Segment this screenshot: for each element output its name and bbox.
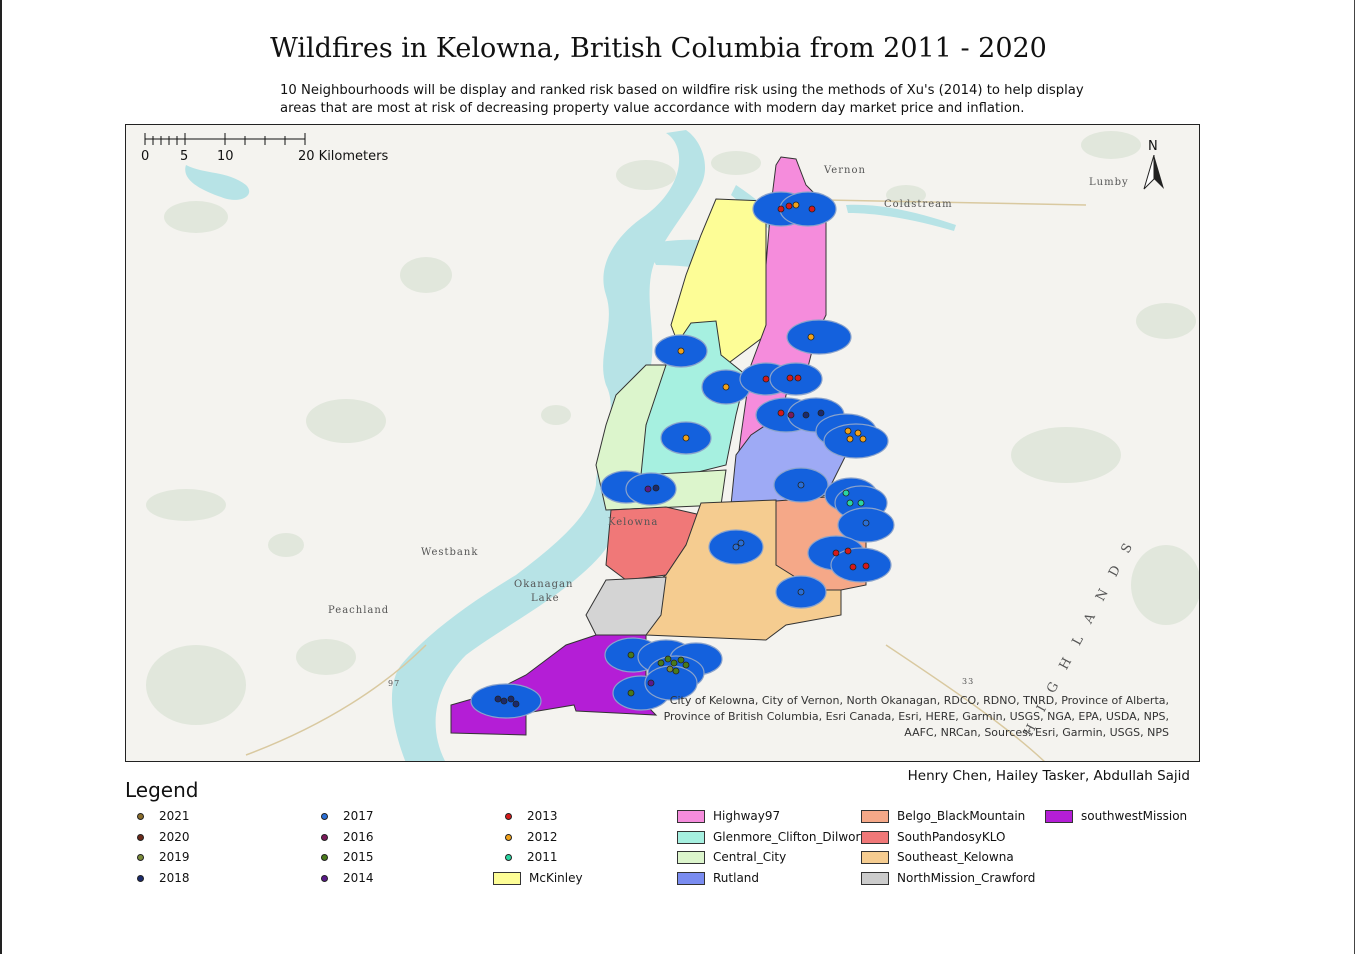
legend-year-2015: 2015 — [309, 847, 374, 867]
legend-swatch-icon — [677, 831, 705, 844]
legend-label: 2016 — [343, 830, 374, 844]
legend-rutland: Rutland — [677, 868, 759, 888]
map-subtitle: 10 Neighbourhoods will be display and ra… — [280, 82, 1100, 118]
legend-southeast: Southeast_Kelowna — [861, 847, 1014, 867]
legend-label: 2013 — [527, 809, 558, 823]
legend-belgo: Belgo_BlackMountain — [861, 806, 1025, 826]
label-highway-33: 33 — [962, 677, 974, 686]
legend-swatch-icon — [1045, 810, 1073, 823]
legend-swatch-icon — [677, 810, 705, 823]
label-lumby: Lumby — [1089, 177, 1129, 188]
legend-label: 2018 — [159, 871, 190, 885]
legend-label: 2015 — [343, 850, 374, 864]
legend-year-2018: 2018 — [125, 868, 190, 888]
scale-bar-ticks — [144, 131, 314, 147]
scale-label-0: 0 — [141, 149, 149, 164]
legend-swatch-icon — [861, 851, 889, 864]
legend-label: Highway97 — [713, 809, 780, 823]
legend-dot-icon — [321, 854, 328, 861]
legend-dot-icon — [321, 834, 328, 841]
legend-label: 2014 — [343, 871, 374, 885]
legend-mckinley: McKinley — [493, 868, 583, 888]
legend-highway97: Highway97 — [677, 806, 780, 826]
scale-label-5: 5 — [180, 149, 188, 164]
legend-label: NorthMission_Crawford — [897, 871, 1035, 885]
legend-swatch-icon — [861, 810, 889, 823]
legend-dot-icon — [505, 834, 512, 841]
scale-label-10: 10 — [217, 149, 234, 164]
label-okanagan: Okanagan — [514, 579, 573, 590]
legend-swatch-icon — [677, 872, 705, 885]
legend-label: 2021 — [159, 809, 190, 823]
legend-label: 2011 — [527, 850, 558, 864]
legend-label: McKinley — [529, 871, 583, 885]
basemap: Vernon Coldstream Lumby Westbank Kelowna… — [126, 125, 1200, 762]
legend-year-2019: 2019 — [125, 847, 190, 867]
authors-credit: Henry Chen, Hailey Tasker, Abdullah Saji… — [850, 768, 1190, 784]
legend-year-2011: 2011 — [493, 847, 558, 867]
legend-glenmore: Glenmore_Clifton_Dilworth — [677, 827, 873, 847]
attribution-line: City of Kelowna, City of Vernon, North O… — [649, 693, 1169, 709]
legend-swatch-icon — [493, 872, 521, 885]
legend-southpandosy: SouthPandosyKLO — [861, 827, 1005, 847]
legend-dot-icon — [321, 813, 328, 820]
legend-label: 2012 — [527, 830, 558, 844]
legend-label: 2020 — [159, 830, 190, 844]
legend-label: Central_City — [713, 850, 786, 864]
legend-label: 2019 — [159, 850, 190, 864]
legend-title: Legend — [125, 778, 198, 802]
label-vernon: Vernon — [823, 165, 866, 176]
legend-northmission: NorthMission_Crawford — [861, 868, 1035, 888]
legend-year-2012: 2012 — [493, 827, 558, 847]
legend-label: Southeast_Kelowna — [897, 850, 1014, 864]
legend-dot-icon — [137, 875, 144, 882]
legend-year-2020: 2020 — [125, 827, 190, 847]
legend-year-2021: 2021 — [125, 806, 190, 826]
legend-label: 2017 — [343, 809, 374, 823]
scale-label-20: 20 Kilometers — [298, 149, 388, 164]
legend-central-city: Central_City — [677, 847, 786, 867]
legend-label: Belgo_BlackMountain — [897, 809, 1025, 823]
legend-year-2016: 2016 — [309, 827, 374, 847]
legend-year-2017: 2017 — [309, 806, 374, 826]
legend-label: Glenmore_Clifton_Dilworth — [713, 830, 873, 844]
label-kelowna: Kelowna — [608, 517, 658, 528]
legend-year-2014: 2014 — [309, 868, 374, 888]
map-frame[interactable]: Vernon Coldstream Lumby Westbank Kelowna… — [125, 124, 1200, 762]
legend-dot-icon — [137, 834, 144, 841]
legend-year-2013: 2013 — [493, 806, 558, 826]
map-title: Wildfires in Kelowna, British Columbia f… — [0, 33, 1317, 64]
legend-dot-icon — [321, 875, 328, 882]
legend-dot-icon — [505, 813, 512, 820]
map-attribution: City of Kelowna, City of Vernon, North O… — [649, 693, 1169, 741]
scale-bar: 0 5 10 20 Kilometers — [144, 131, 424, 171]
attribution-line: Province of British Columbia, Esri Canad… — [649, 709, 1169, 725]
label-peachland: Peachland — [328, 605, 389, 616]
legend-label: SouthPandosyKLO — [897, 830, 1005, 844]
legend-label: Rutland — [713, 871, 759, 885]
legend-swatch-icon — [861, 831, 889, 844]
legend-southwest-mission: southwestMission — [1045, 806, 1187, 826]
north-label: N — [1148, 139, 1158, 154]
legend-dot-icon — [505, 854, 512, 861]
legend-dot-icon — [137, 813, 144, 820]
legend-label: southwestMission — [1081, 809, 1187, 823]
legend-swatch-icon — [861, 872, 889, 885]
label-lake: Lake — [531, 593, 560, 604]
north-arrow-icon: N — [1142, 139, 1166, 189]
legend-dot-icon — [137, 854, 144, 861]
label-coldstream: Coldstream — [884, 199, 953, 210]
legend-swatch-icon — [677, 851, 705, 864]
label-highway-97: 97 — [388, 679, 400, 688]
label-westbank: Westbank — [421, 547, 478, 558]
attribution-line: AAFC, NRCan, Sources: Esri, Garmin, USGS… — [649, 725, 1169, 741]
